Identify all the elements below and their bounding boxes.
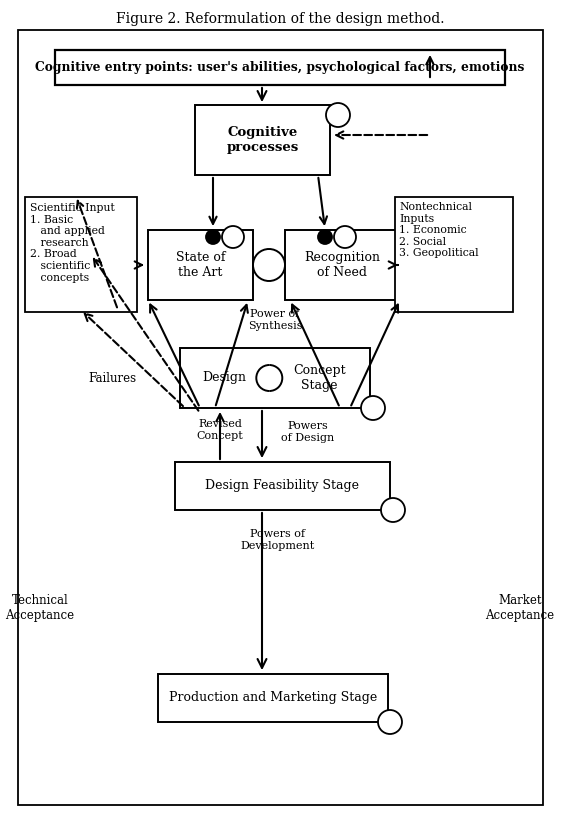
Circle shape (378, 710, 402, 734)
Text: Production and Marketing Stage: Production and Marketing Stage (169, 691, 377, 705)
Text: Design: Design (203, 371, 247, 385)
Text: Market
Acceptance: Market Acceptance (485, 594, 555, 622)
Bar (180, 348, 370, 408)
Bar (55, 50, 505, 85)
Text: 2: 2 (370, 403, 376, 412)
Bar (285, 230, 400, 300)
Text: Technical
Acceptance: Technical Acceptance (6, 594, 75, 622)
Circle shape (206, 230, 220, 244)
Text: Figure 2. Reformulation of the design method.: Figure 2. Reformulation of the design me… (116, 12, 445, 26)
Bar (148, 230, 253, 300)
Text: 1: 1 (335, 111, 341, 119)
Circle shape (256, 365, 282, 391)
Circle shape (381, 498, 405, 522)
Bar (175, 462, 390, 510)
Bar (25, 197, 137, 312)
Circle shape (361, 396, 385, 420)
Text: Power of
Synthesis: Power of Synthesis (248, 309, 302, 331)
Text: Concept
Stage: Concept Stage (293, 364, 346, 392)
Text: Failures: Failures (88, 371, 136, 385)
Text: Cognitive entry points: user's abilities, psychological factors, emotions: Cognitive entry points: user's abilities… (35, 61, 525, 74)
Circle shape (253, 249, 285, 281)
Text: 1: 1 (342, 233, 348, 242)
Circle shape (318, 230, 332, 244)
Text: Powers of
Development: Powers of Development (241, 529, 315, 551)
Circle shape (326, 103, 350, 127)
Bar (395, 197, 513, 312)
Text: Cognitive
processes: Cognitive processes (227, 126, 298, 154)
Text: State of
the Art: State of the Art (176, 251, 226, 279)
Text: Revised
Concept: Revised Concept (196, 419, 243, 441)
Circle shape (334, 226, 356, 248)
Text: Nontechnical
Inputs
1. Economic
2. Social
3. Geopolitical: Nontechnical Inputs 1. Economic 2. Socia… (399, 202, 479, 259)
Bar (195, 105, 330, 175)
Bar (158, 674, 388, 722)
Text: 3: 3 (390, 506, 396, 514)
Text: Powers
of Design: Powers of Design (282, 421, 334, 443)
Text: Design Feasibility Stage: Design Feasibility Stage (205, 480, 360, 492)
Text: Scientific Input
1. Basic
   and applied
   research
2. Broad
   scientific
   c: Scientific Input 1. Basic and applied re… (30, 203, 115, 282)
Circle shape (222, 226, 244, 248)
Text: 4: 4 (387, 717, 393, 727)
Text: 1: 1 (229, 233, 236, 242)
Text: Recognition
of Need: Recognition of Need (305, 251, 380, 279)
